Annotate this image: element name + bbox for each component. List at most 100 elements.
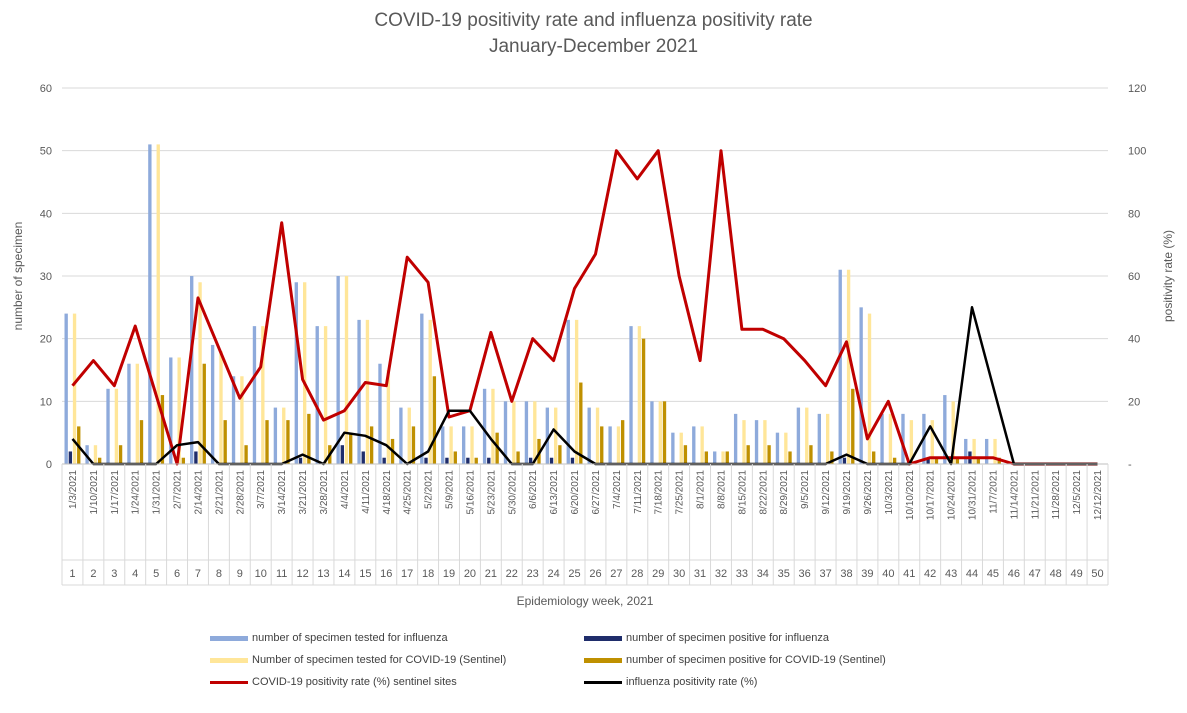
bar (445, 457, 449, 464)
bar (554, 407, 558, 464)
bar (512, 401, 516, 464)
x-date-label: 3/7/2021 (256, 470, 267, 509)
bar (68, 451, 73, 464)
bar (595, 407, 600, 464)
x-week-label: 34 (757, 568, 769, 580)
x-week-label: 16 (380, 568, 392, 580)
bar (298, 457, 303, 464)
bar (231, 376, 236, 464)
bar (713, 451, 717, 464)
bar (315, 326, 319, 464)
legend-covid-tested: Number of specimen tested for COVID-19 (… (210, 654, 506, 666)
bar (658, 401, 662, 464)
x-date-label: 3/28/2021 (319, 470, 330, 515)
y-right-tick-label: 40 (1128, 334, 1140, 346)
x-week-label: 8 (216, 568, 222, 580)
bar (148, 144, 152, 464)
bar (742, 420, 746, 464)
x-date-label: 11/7/2021 (988, 470, 999, 514)
bar (809, 445, 813, 464)
y-right-tick-label: 60 (1128, 271, 1140, 283)
bar (344, 276, 349, 464)
bar (805, 407, 809, 464)
bar (859, 307, 863, 464)
bar (909, 420, 914, 464)
bar (449, 426, 453, 464)
x-week-label: 47 (1029, 568, 1041, 580)
legend-covid-rate: COVID-19 positivity rate (%) sentinel si… (210, 676, 457, 688)
x-date-label: 10/24/2021 (947, 470, 958, 520)
x-week-label: 1 (69, 568, 75, 580)
legend-swatch (210, 680, 248, 684)
y-left-tick-label: 0 (46, 459, 52, 471)
bar (926, 457, 930, 464)
legend-swatch (584, 680, 622, 684)
bar (428, 319, 432, 464)
x-date-label: 4/25/2021 (403, 470, 414, 515)
bar (244, 445, 248, 464)
bar (993, 438, 997, 464)
x-date-label: 8/29/2021 (779, 470, 790, 515)
bar (282, 407, 286, 464)
legend-influenza-tested: number of specimen tested for influenza (210, 632, 448, 644)
bar (692, 426, 696, 464)
bar (97, 457, 102, 464)
chart-title: COVID-19 positivity rate and influenza p… (374, 10, 813, 31)
x-date-label: 1/3/2021 (68, 470, 79, 509)
y-left-tick-label: 40 (40, 208, 52, 220)
x-week-label: 36 (799, 568, 811, 580)
x-week-label: 45 (987, 568, 999, 580)
bar (608, 426, 612, 464)
x-date-label: 5/30/2021 (507, 470, 518, 515)
bar (825, 413, 830, 464)
x-date-label: 4/4/2021 (340, 470, 351, 509)
x-week-label: 11 (276, 568, 287, 580)
x-date-label: 7/18/2021 (654, 470, 665, 515)
y-left-axis-title: number of specimen (11, 222, 25, 331)
x-date-label: 5/16/2021 (465, 470, 476, 515)
y-left-tick-label: 60 (40, 83, 52, 95)
x-date-label: 7/11/2021 (633, 470, 644, 514)
x-date-label: 3/14/2021 (277, 470, 288, 515)
bar (135, 363, 139, 464)
x-week-label: 29 (652, 568, 664, 580)
bar (934, 457, 939, 464)
bar (629, 326, 633, 464)
bar (616, 426, 621, 464)
bar (349, 432, 353, 464)
bar (411, 426, 416, 464)
x-week-label: 42 (924, 568, 936, 580)
bar (846, 269, 851, 464)
x-week-label: 24 (547, 568, 559, 580)
bar (453, 451, 457, 464)
y-right-tick-label: 100 (1128, 146, 1146, 158)
bar (964, 438, 968, 464)
bar (369, 426, 374, 464)
x-week-label: 14 (338, 568, 350, 580)
bar (503, 401, 508, 464)
x-week-label: 2 (90, 568, 96, 580)
bar (880, 413, 884, 464)
x-week-label: 46 (1008, 568, 1020, 580)
x-date-label: 9/5/2021 (800, 470, 811, 509)
bar (566, 319, 570, 464)
x-date-label: 12/12/2021 (1093, 470, 1104, 520)
bar (441, 426, 445, 464)
x-week-label: 15 (359, 568, 371, 580)
x-date-label: 2/14/2021 (193, 470, 204, 515)
bar (528, 457, 533, 464)
bar (323, 326, 328, 464)
bar (817, 413, 821, 464)
x-week-label: 37 (819, 568, 831, 580)
bar (336, 276, 340, 464)
bar (579, 382, 583, 464)
x-date-label: 2/28/2021 (235, 470, 246, 515)
bar (491, 388, 495, 464)
bar (600, 426, 604, 464)
legend-label: COVID-19 positivity rate (%) sentinel si… (252, 676, 457, 688)
x-date-label: 9/26/2021 (863, 470, 874, 515)
bar (830, 451, 834, 464)
bar (240, 376, 244, 464)
bar (114, 388, 119, 464)
bar (177, 357, 181, 464)
